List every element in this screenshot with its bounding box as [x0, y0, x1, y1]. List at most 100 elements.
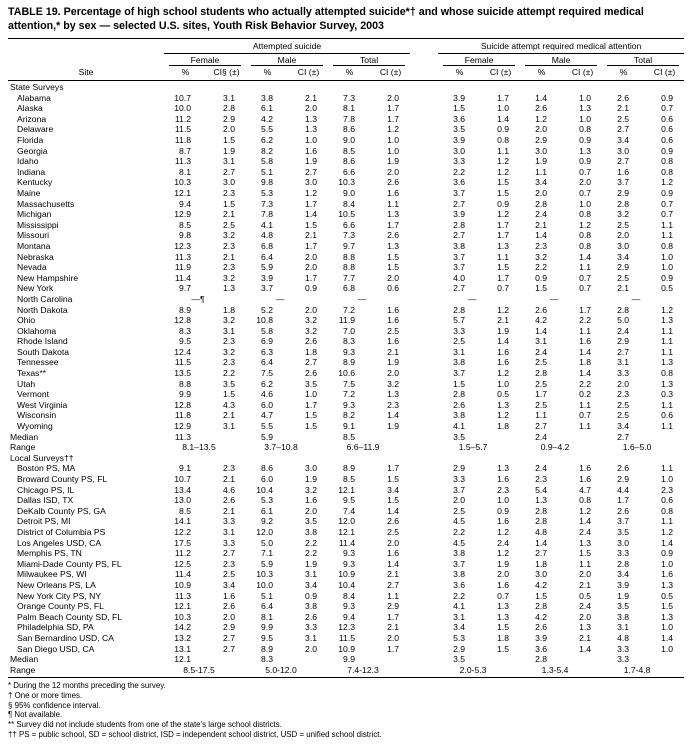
percent-value: 4.1	[261, 219, 273, 230]
ci-value: 2.0	[305, 262, 317, 273]
ci-value: 2.0	[387, 368, 400, 379]
ci-value: 2.1	[387, 569, 400, 580]
percent-value: 8.4	[343, 198, 355, 209]
column-gap	[410, 199, 438, 210]
ci-value: 3.8	[305, 526, 317, 537]
percent-value: 3.5	[617, 601, 630, 612]
percent-value: 1.5	[535, 590, 548, 601]
percent-value: 12.1	[174, 187, 191, 198]
ci-value: 3.5	[305, 516, 317, 527]
ci-value: 1.0	[387, 145, 400, 156]
footnote: ** Survey did not include students from …	[8, 720, 282, 730]
column-gap	[410, 357, 438, 368]
percent-value: 2.5	[617, 219, 630, 230]
percent-value: 11.3	[174, 156, 191, 167]
percent-value: 7.8	[261, 209, 273, 220]
ci-value: 1.0	[661, 622, 674, 633]
percent-value: 11.5	[174, 357, 191, 368]
percent-value: 12.0	[256, 526, 273, 537]
percent-value: 2.9	[535, 135, 548, 145]
percent-value: 10.3	[338, 177, 355, 188]
ci-value: 2.6	[387, 177, 400, 188]
empty-cell	[207, 432, 246, 443]
ci-value: 1.3	[497, 611, 510, 622]
percent-value: 9.3	[343, 399, 355, 410]
percent-value: 7.7	[343, 272, 355, 283]
percent-value: 3.7	[453, 558, 466, 569]
percent-value: 8.9	[343, 357, 355, 368]
percent-value: 1.3	[535, 495, 548, 506]
ci-value: 1.6	[387, 304, 400, 315]
percent-value: 4.1	[453, 601, 466, 612]
range-value: 1.6–5.0	[622, 442, 652, 453]
ci-value: 2.1	[223, 251, 235, 262]
empty-cell	[481, 432, 520, 443]
ci-value: 0.9	[579, 135, 592, 145]
percent-value: 2.5	[453, 336, 466, 347]
percent-column-header: %	[164, 66, 207, 82]
percent-value: 3.7	[261, 283, 273, 294]
column-gap	[410, 326, 438, 337]
ci-value: 0.8	[661, 166, 674, 177]
footnote: § 95% confidence interval.	[8, 700, 101, 710]
ci-value: 3.0	[305, 177, 317, 188]
ci-value: 2.7	[305, 357, 317, 368]
site-name: Alabama	[17, 92, 51, 103]
percent-value: 8.8	[343, 251, 355, 262]
percent-value: 2.0	[617, 378, 630, 389]
ci-value: 0.7	[661, 209, 674, 220]
ci-value: 1.3	[579, 103, 592, 114]
ci-value: 1.6	[579, 463, 592, 474]
percent-value: 1.4	[535, 230, 548, 241]
ci-value: 1.6	[497, 346, 510, 357]
table-row: Nebraska 11.3 2.1 6.4 2.0 8.8 1.5 3.7 1.1 3.2 1.4 3…	[8, 252, 684, 263]
percent-value: 2.1	[617, 283, 630, 294]
percent-value: 10.9	[338, 569, 355, 580]
ci-value: 2.1	[305, 92, 317, 103]
percent-value: 3.5	[617, 526, 630, 537]
percent-value: 1.1	[535, 410, 548, 421]
percent-value: 2.2	[453, 526, 466, 537]
percent-value: 3.4	[617, 135, 630, 145]
ci-value: 1.1	[661, 230, 674, 241]
table-row: San Bernardino USD, CA 13.2 2.7 9.5 3.1 11.5 2…	[8, 633, 684, 644]
percent-value: 9.7	[343, 240, 355, 251]
column-gap	[410, 612, 438, 623]
percent-value: 8.3	[179, 325, 191, 336]
ci-value: 1.2	[497, 166, 510, 177]
ci-value: 1.4	[387, 558, 400, 569]
ci-value: 0.8	[661, 368, 674, 379]
empty-cell	[481, 654, 520, 665]
col-header-female: Female	[164, 53, 246, 67]
ci-value: 0.8	[579, 209, 592, 220]
empty-cell	[563, 654, 602, 665]
percent-value: 8.5	[343, 474, 355, 484]
ci-value: 0.5	[579, 590, 592, 601]
percent-value: 9.5	[179, 336, 191, 347]
percent-value: 1.1	[535, 166, 548, 177]
percent-value: 4.1	[453, 421, 466, 432]
percent-value: 7.0	[343, 325, 355, 336]
percent-value: 1.9	[535, 156, 548, 167]
percent-value: 10.0	[174, 103, 191, 114]
percent-value: 3.2	[535, 251, 548, 262]
not-available-value: —¶	[191, 293, 205, 304]
site-name: Maine	[17, 187, 41, 198]
ci-value: 1.9	[305, 558, 317, 569]
ci-value: 1.6	[497, 579, 510, 590]
ci-value: 1.2	[661, 304, 674, 315]
percent-value: 12.9	[174, 421, 191, 432]
percent-value: 9.9	[261, 622, 273, 633]
ci-value: 1.0	[661, 251, 674, 262]
percent-value: 13.4	[174, 484, 191, 495]
ci-value: 3.4	[223, 579, 235, 590]
column-gap	[410, 664, 439, 679]
column-gap	[410, 654, 438, 665]
table-row: Kentucky 10.3 3.0 9.8 3.0 10.3 2.6 3.6 1.5 3.4 2.0…	[8, 177, 684, 188]
median-value: 3.3	[617, 654, 630, 665]
ci-value: 1.4	[579, 516, 592, 527]
median-value: 2.8	[535, 654, 548, 665]
percent-value: 10.9	[338, 643, 355, 654]
column-gap	[410, 241, 438, 252]
ci-value: 1.5	[223, 198, 235, 209]
